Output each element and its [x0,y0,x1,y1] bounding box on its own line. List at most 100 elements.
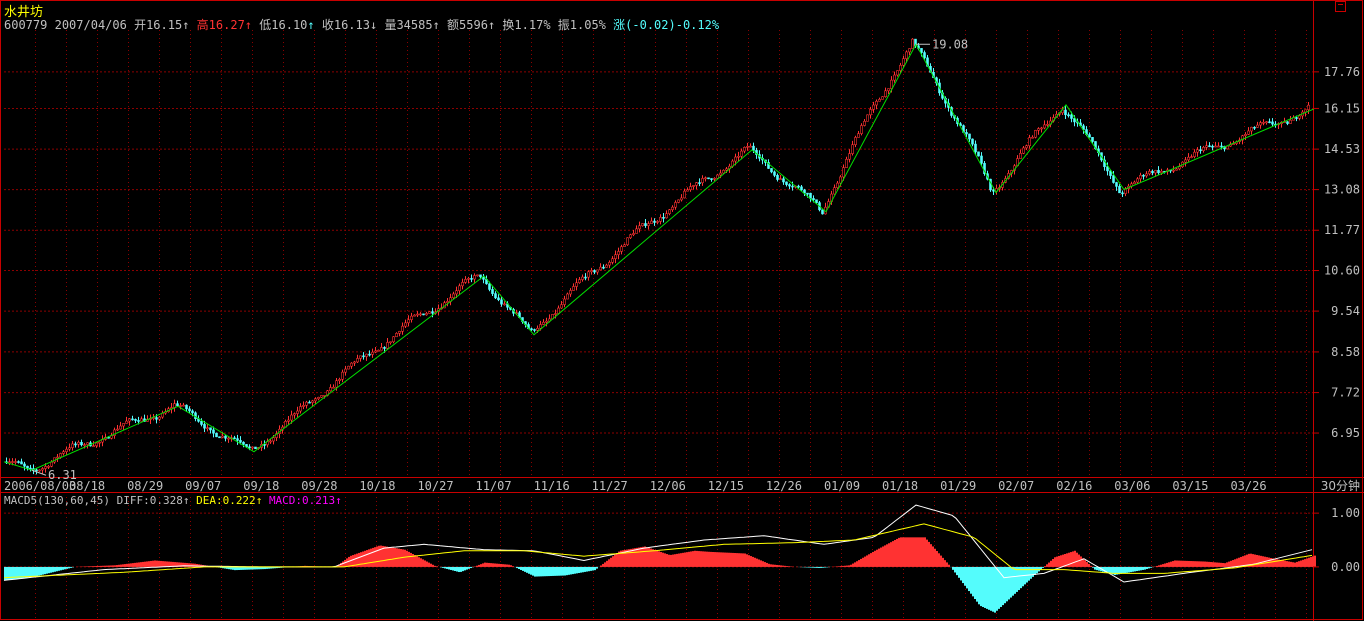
macd-bar [872,551,874,567]
candle-body [1244,134,1247,137]
candle-body [1172,169,1175,172]
macd-bar [512,566,514,567]
macd-bar [886,544,888,567]
macd-bar [486,562,488,567]
macd-bar [778,565,780,567]
macd-bar [1288,561,1290,567]
macd-bar [1064,554,1066,567]
macd-bar [760,560,762,567]
macd-bar [570,566,572,575]
macd-bar [66,566,68,569]
macd-bar [930,544,932,567]
candle-body [356,358,359,363]
macd-bar [920,537,922,567]
macd-bar [874,550,876,567]
macd-bar [996,566,998,611]
zigzag-series: 19.08 6.31 [3,37,1315,482]
candle-body [386,342,389,349]
macd-bar [990,566,992,611]
candle-body [821,209,824,215]
macd-bar [510,565,512,567]
candle-body [539,324,542,329]
macd-bar [94,566,96,567]
candle-body [446,301,449,304]
candle-body [638,225,641,230]
zigzag-line [3,43,1315,471]
macd-bar [278,566,280,568]
macd-bar [740,553,742,567]
macd-bar [140,562,142,567]
macd-bar [626,549,628,567]
macd-bar [972,566,974,597]
candle-body [1268,121,1271,124]
candle-body [683,190,686,199]
macd-bar [1076,552,1078,567]
macd-bar [580,566,582,573]
macd-bar [268,566,270,569]
candle-body [662,217,665,219]
macd-bar [378,545,380,567]
macd-bar [686,552,688,567]
candle-body [878,99,881,102]
macd-bar [168,561,170,567]
date-tick-label: 11/27 [592,479,628,493]
candle-body [971,138,974,145]
date-tick-label: 12/26 [766,479,802,493]
candle-body [185,404,188,410]
macd-bar [234,566,236,571]
date-tick-label: 02/07 [998,479,1034,493]
macd-bar [866,555,868,567]
candle-body [1220,145,1223,148]
macd-bar [730,552,732,567]
candle-body [128,418,131,422]
macd-bar [1174,560,1176,567]
candle-body [905,51,908,59]
macd-bar [1304,559,1306,567]
candle-body [1190,156,1193,158]
macd-bar [564,566,566,576]
macd-bar [982,566,984,608]
date-tick-label: 08/29 [127,479,163,493]
macd-bar [1032,566,1034,577]
macd-bar [776,564,778,567]
candle-body [41,468,44,471]
restore-window-button[interactable] [1335,1,1346,12]
candlestick-series[interactable] [5,38,1310,475]
candle-body [578,279,581,284]
candle-body [1028,137,1031,147]
macd-bar [366,550,368,567]
macd-bar [1114,566,1116,575]
macd-bar [536,566,538,577]
date-tick-label: 01/29 [940,479,976,493]
macd-bar [416,556,418,567]
macd-bar [670,554,672,567]
macd-bar [1062,554,1064,567]
candle-body [1193,151,1196,157]
macd-bar [1118,566,1120,575]
macd-bar [898,537,900,567]
macd-bar [242,566,244,570]
candle-body [338,379,341,381]
candle-body [491,289,494,294]
candle-body [887,88,890,92]
macd-bar [478,564,480,567]
macd-bar [20,566,22,579]
macd-bar [250,566,252,570]
candle-body [860,125,863,134]
macd-bar [46,566,48,574]
up-arrow-icon: ↑ [244,18,253,32]
price-tick-label: 8.58 [1331,345,1360,359]
macd-bar [612,556,614,567]
macd-bar [1132,566,1134,572]
macd-bar [42,566,44,575]
candle-body [734,156,737,162]
macd-bar [252,566,254,570]
candle-body [50,461,53,467]
macd-bar [240,566,242,570]
candle-body [359,355,362,359]
candle-body [494,293,497,299]
macd-bar [628,549,630,567]
candle-body [365,353,368,357]
macd-bar [1196,561,1198,567]
